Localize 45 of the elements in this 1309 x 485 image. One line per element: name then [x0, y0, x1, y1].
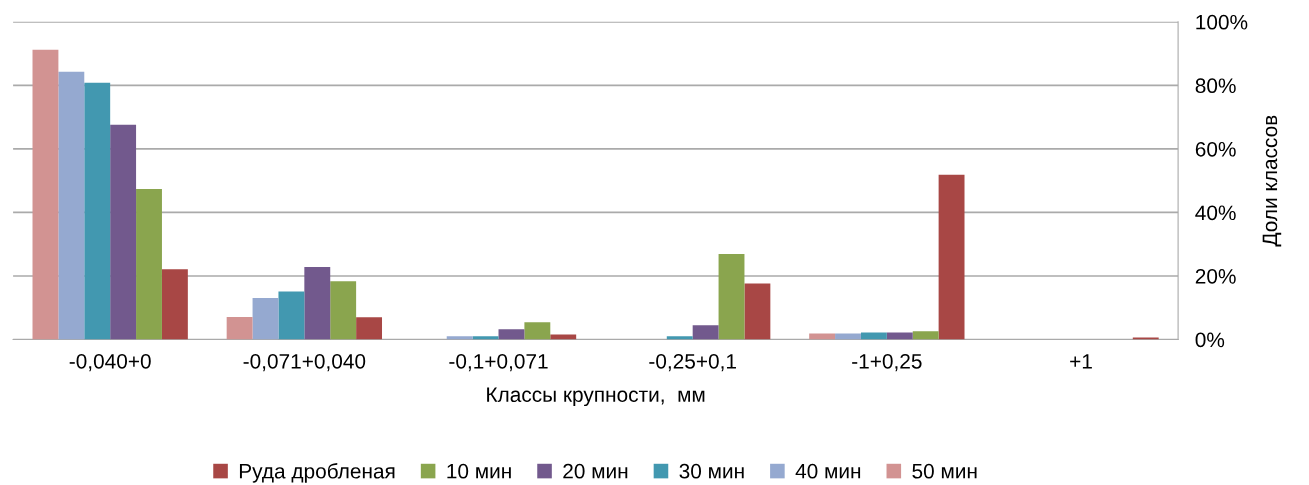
bar: [835, 333, 861, 340]
x-tick-label: -0,071+0,040: [243, 353, 366, 372]
legend-label: 20 мин: [563, 463, 628, 479]
x-tick-label: -0,1+0,071: [449, 353, 548, 372]
bar: [278, 291, 305, 340]
bar: [226, 316, 253, 340]
bar: [356, 317, 383, 340]
legend-label: 30 мин: [679, 463, 744, 479]
bar: [550, 334, 577, 340]
bar: [252, 297, 279, 340]
bar: [58, 71, 85, 340]
bar: [524, 322, 551, 340]
y-tick-label: 40%: [1195, 205, 1236, 221]
x-tick-label: -1+0,25: [852, 353, 922, 372]
y-tick-label: 80%: [1195, 78, 1236, 94]
y-axis-title: Доли классов: [1262, 115, 1282, 247]
bar: [744, 283, 771, 340]
bar: [330, 281, 357, 340]
bar: [136, 188, 162, 340]
legend-label: 40 мин: [795, 463, 861, 479]
bar: [161, 269, 188, 340]
bar: [84, 82, 111, 340]
bar: [666, 336, 693, 340]
legend-label: 50 мин: [912, 463, 977, 479]
bar: [912, 331, 939, 340]
y-tick-label: 20%: [1195, 268, 1236, 284]
bar: [498, 329, 525, 340]
x-axis-title: Классы крупности, мм: [487, 387, 705, 407]
x-tick-label: -0,25+0,1: [649, 353, 736, 372]
bar: [110, 124, 137, 340]
bar: [692, 325, 719, 340]
legend-label: Руда дробленая: [239, 463, 395, 483]
bar: [809, 333, 836, 340]
y-tick-label: 0%: [1195, 332, 1225, 348]
y-tick-label: 60%: [1195, 141, 1236, 157]
bar: [304, 267, 331, 340]
bar: [938, 174, 965, 340]
bar: [472, 336, 499, 340]
bar: [446, 336, 473, 340]
y-tick-label: 100%: [1196, 14, 1248, 30]
x-tick-label: +1: [1070, 354, 1092, 369]
bar: [32, 49, 59, 340]
bar: [718, 254, 745, 340]
legend-label: 10 мин: [447, 463, 511, 479]
x-tick-label: -0,040+0: [69, 353, 151, 372]
